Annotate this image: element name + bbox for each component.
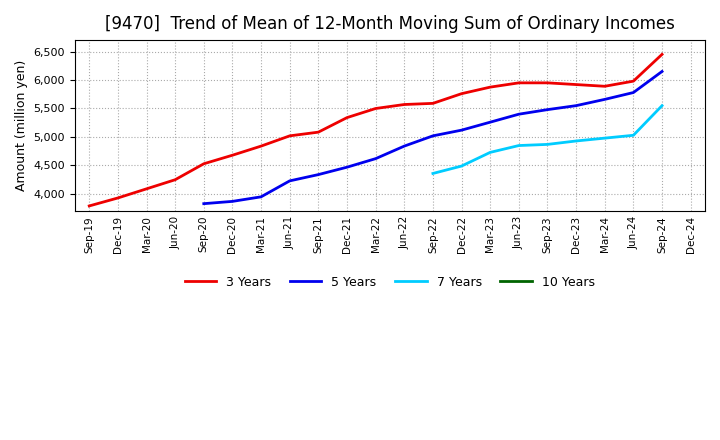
3 Years	[85, 203, 94, 209]
3 Years	[657, 52, 666, 57]
3 Years	[199, 161, 208, 166]
3 Years	[543, 80, 552, 85]
5 Years	[228, 199, 237, 204]
5 Years	[629, 90, 638, 95]
3 Years	[314, 129, 323, 135]
7 Years	[428, 171, 437, 176]
3 Years	[515, 80, 523, 85]
5 Years	[457, 128, 466, 133]
3 Years	[257, 143, 266, 149]
7 Years	[600, 136, 609, 141]
Line: 5 Years: 5 Years	[204, 71, 662, 204]
3 Years	[142, 186, 150, 191]
3 Years	[629, 78, 638, 84]
3 Years	[285, 133, 294, 139]
5 Years	[285, 178, 294, 183]
Y-axis label: Amount (million yen): Amount (million yen)	[15, 60, 28, 191]
5 Years	[657, 69, 666, 74]
Title: [9470]  Trend of Mean of 12-Month Moving Sum of Ordinary Incomes: [9470] Trend of Mean of 12-Month Moving …	[105, 15, 675, 33]
3 Years	[343, 115, 351, 120]
3 Years	[372, 106, 380, 111]
Line: 7 Years: 7 Years	[433, 106, 662, 173]
7 Years	[572, 138, 580, 143]
5 Years	[257, 194, 266, 199]
5 Years	[372, 156, 380, 161]
5 Years	[486, 120, 495, 125]
5 Years	[428, 133, 437, 139]
7 Years	[515, 143, 523, 148]
5 Years	[572, 103, 580, 108]
3 Years	[114, 195, 122, 201]
5 Years	[199, 201, 208, 206]
5 Years	[515, 112, 523, 117]
7 Years	[629, 132, 638, 138]
7 Years	[543, 142, 552, 147]
3 Years	[171, 177, 179, 182]
5 Years	[343, 165, 351, 170]
3 Years	[600, 84, 609, 89]
5 Years	[600, 97, 609, 102]
5 Years	[543, 107, 552, 112]
3 Years	[457, 91, 466, 96]
7 Years	[486, 150, 495, 155]
5 Years	[314, 172, 323, 177]
Legend: 3 Years, 5 Years, 7 Years, 10 Years: 3 Years, 5 Years, 7 Years, 10 Years	[180, 271, 600, 294]
3 Years	[400, 102, 408, 107]
5 Years	[400, 143, 408, 149]
3 Years	[428, 101, 437, 106]
7 Years	[657, 103, 666, 108]
Line: 3 Years: 3 Years	[89, 55, 662, 206]
7 Years	[457, 163, 466, 169]
3 Years	[572, 82, 580, 87]
3 Years	[486, 84, 495, 90]
3 Years	[228, 153, 237, 158]
